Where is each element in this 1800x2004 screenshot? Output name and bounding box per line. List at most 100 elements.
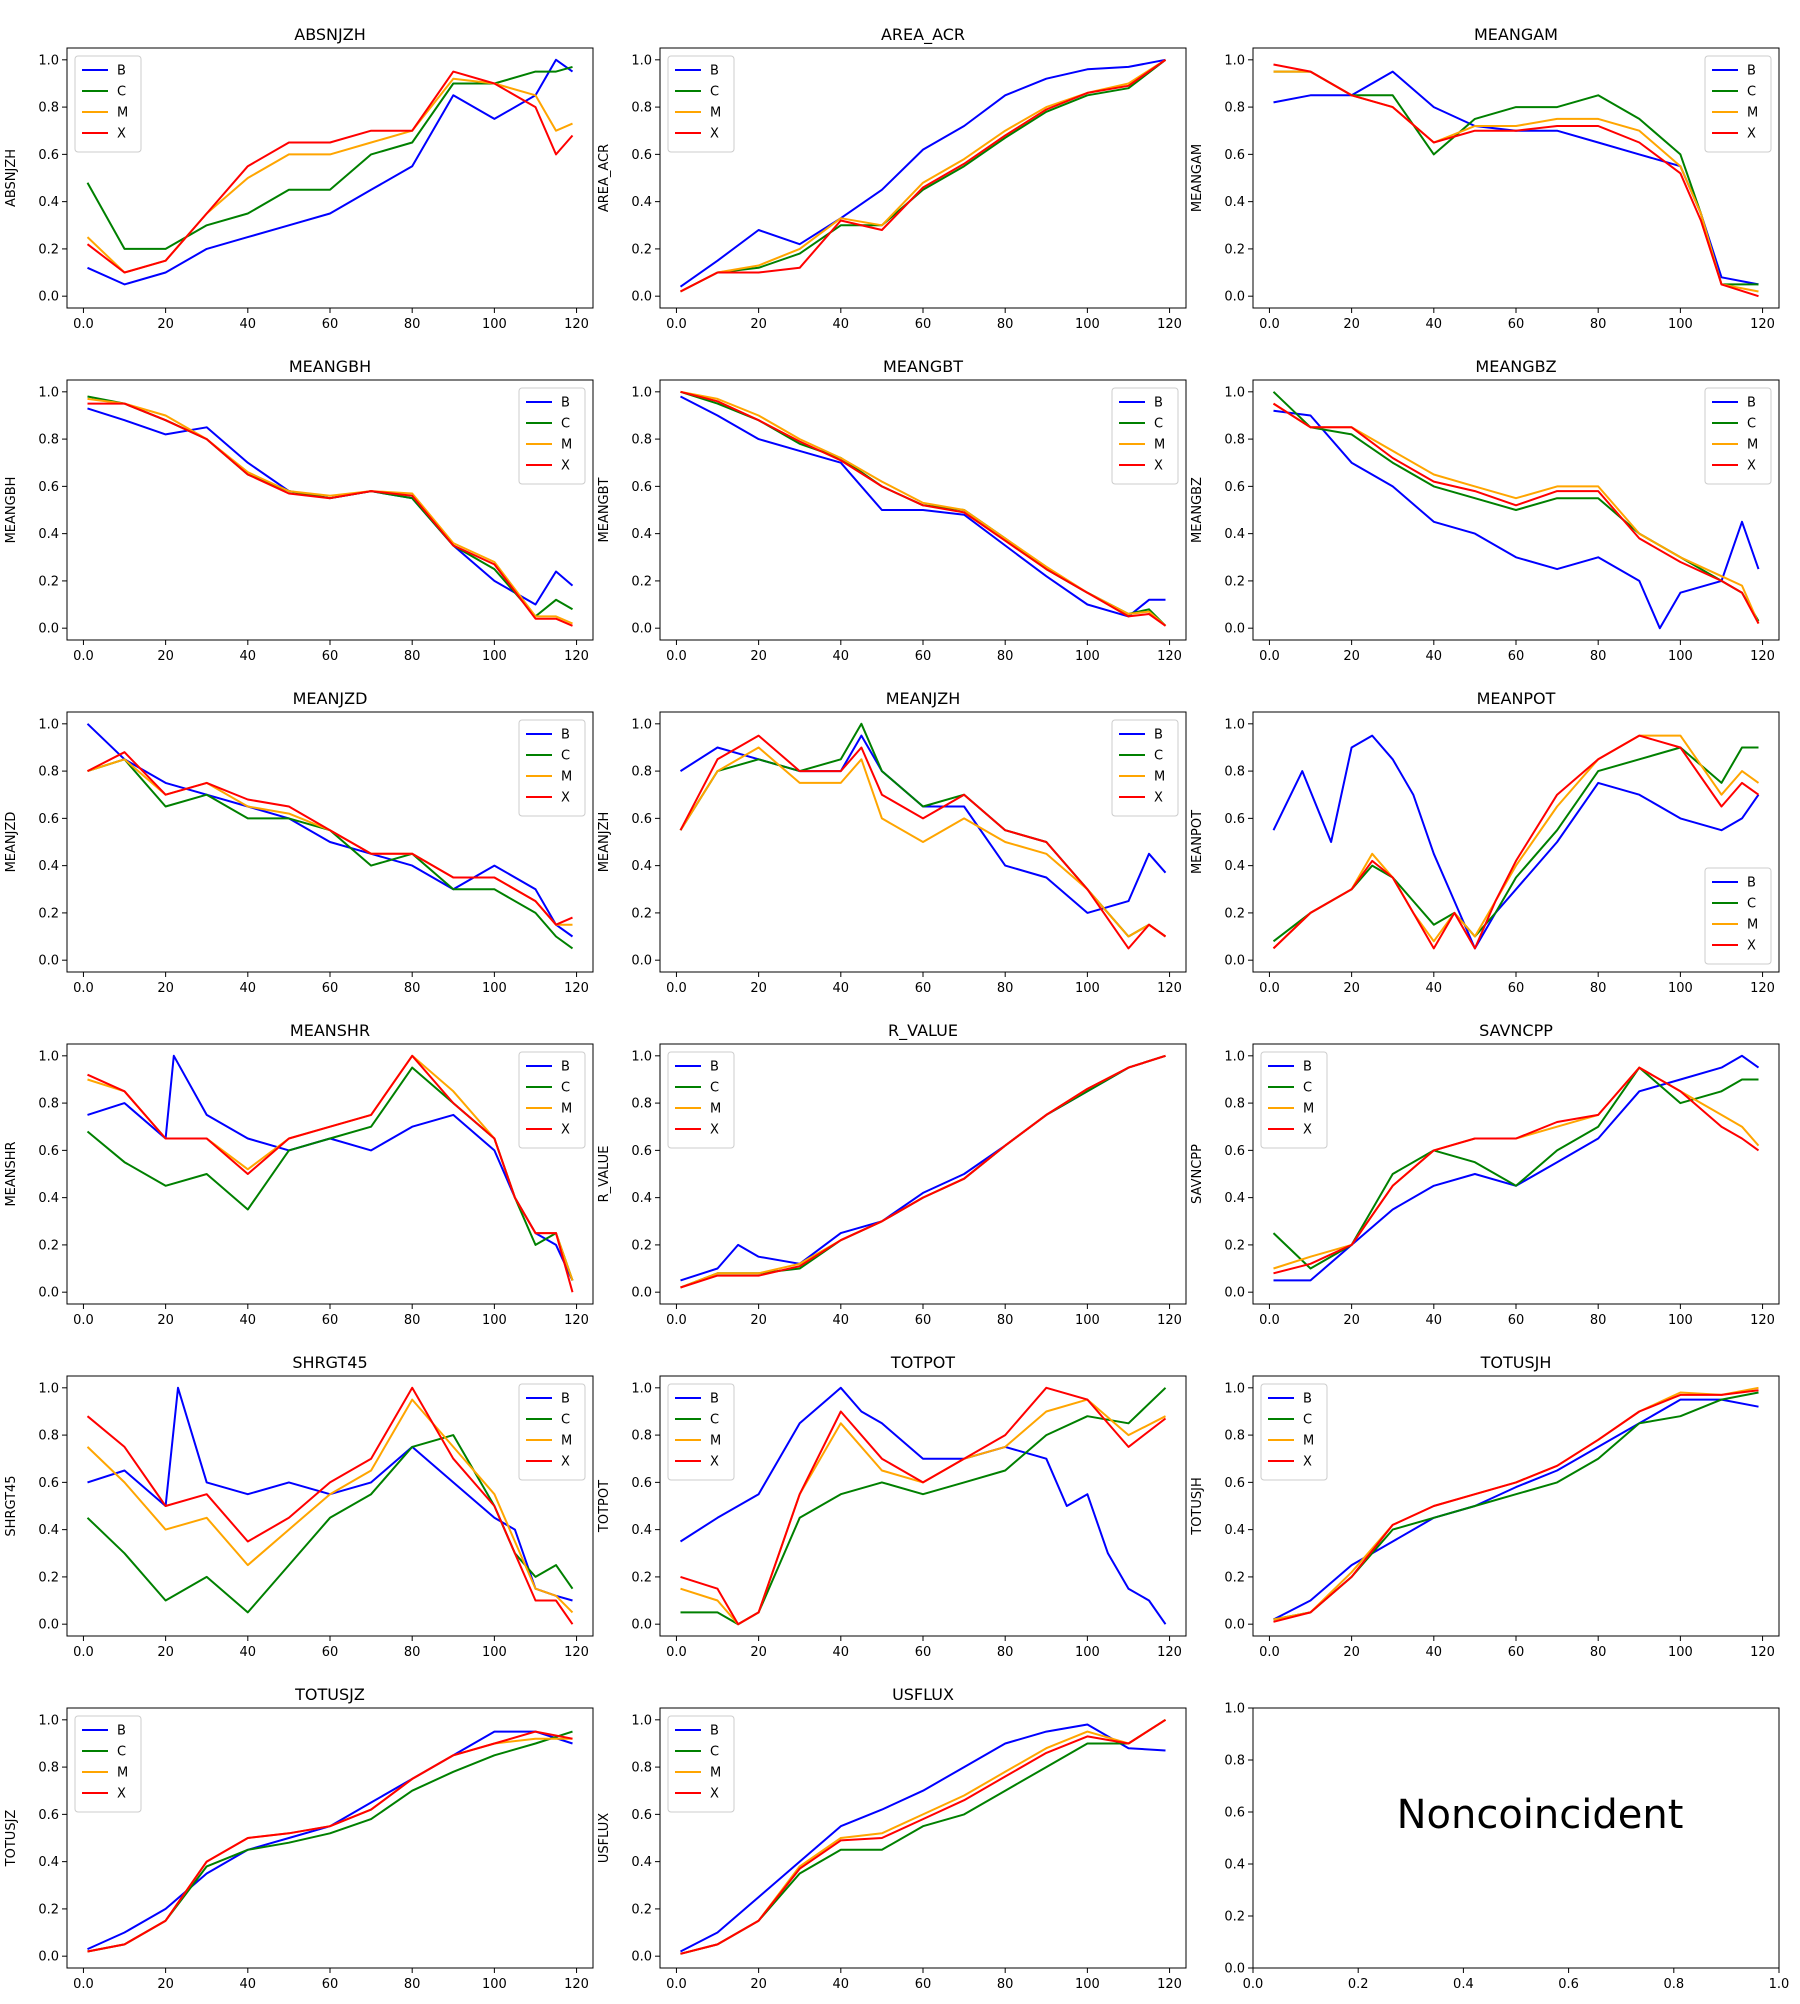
y-axis-label: SAVNCPP xyxy=(1190,1144,1205,1204)
subplot-title: MEANGBZ xyxy=(1475,357,1556,376)
y-tick-label: 1.0 xyxy=(38,53,59,68)
y-tick-label: 0.8 xyxy=(631,101,652,116)
legend-label-m: M xyxy=(710,1434,721,1449)
subplot-usflux: 0.0 20 40 60 80 100 120 0.0 0.2 0.4 0.6 0.8 1.0 USFLU… xyxy=(597,1685,1187,1992)
legend-label-m: M xyxy=(710,1766,721,1781)
series-line-b xyxy=(1272,734,1760,950)
axes-frame xyxy=(1252,1043,1780,1305)
series-group xyxy=(86,58,574,286)
x-tick-label: 120 xyxy=(564,981,589,996)
y-tick-label: 0.6 xyxy=(38,1144,59,1159)
x-tick-label: 40 xyxy=(240,317,257,332)
y-tick-label: 0.8 xyxy=(38,1097,59,1112)
series-line-b xyxy=(679,1386,1167,1625)
x-tick-label: 20 xyxy=(1343,649,1360,664)
x-tick-label: 80 xyxy=(997,1645,1014,1660)
x-tick-label: 100 xyxy=(1075,1313,1100,1328)
series-line-c xyxy=(86,65,573,250)
y-tick-label: 0.6 xyxy=(38,812,59,827)
legend-label-x: X xyxy=(1747,939,1756,954)
legend-label-m: M xyxy=(1154,770,1165,785)
x-tick-label: 60 xyxy=(1508,649,1525,664)
axes-frame xyxy=(66,379,594,641)
x-tick-label: 0.2 xyxy=(1348,1977,1369,1992)
x-tick-label: 80 xyxy=(1590,1645,1607,1660)
legend-label-x: X xyxy=(117,127,126,142)
x-tick-label: 0.6 xyxy=(1558,1977,1579,1992)
axes-frame xyxy=(659,711,1187,973)
subplot-title: TOTUSJH xyxy=(1480,1353,1552,1372)
x-tick-label: 20 xyxy=(750,649,767,664)
y-tick-label: 0.8 xyxy=(1224,1429,1245,1444)
legend-label-b: B xyxy=(1154,728,1163,743)
y-tick-label: 0.8 xyxy=(1224,1097,1245,1112)
y-axis-label: MEANGBZ xyxy=(1190,477,1205,543)
subplot-title: MEANGBT xyxy=(883,357,963,376)
series-line-x xyxy=(679,734,1167,950)
x-tick-label: 80 xyxy=(404,317,421,332)
legend-label-x: X xyxy=(710,1787,719,1802)
subplot-title: MEANSHR xyxy=(290,1021,370,1040)
y-tick-label: 0.6 xyxy=(1224,1806,1245,1821)
subplot-title: SHRGT45 xyxy=(292,1353,367,1372)
y-tick-label: 0.0 xyxy=(1224,1618,1245,1633)
x-tick-label: 120 xyxy=(1157,1645,1182,1660)
subplot-meanjzh: 0.0 20 40 60 80 100 120 0.0 0.2 0.4 0.6 0.8 1.0 MEANJ… xyxy=(597,689,1187,996)
y-tick-label: 0.0 xyxy=(1224,1962,1245,1977)
y-tick-label: 0.6 xyxy=(1224,148,1245,163)
y-tick-label: 0.2 xyxy=(1224,906,1245,921)
subplot-title: MEANGAM xyxy=(1474,25,1558,44)
axes-frame xyxy=(66,1043,594,1305)
x-tick-label: 20 xyxy=(750,317,767,332)
y-tick-label: 0.6 xyxy=(38,1476,59,1491)
legend-box xyxy=(74,1715,142,1813)
y-tick-label: 0.4 xyxy=(38,1523,59,1538)
x-tick-label: 60 xyxy=(1508,981,1525,996)
y-axis-label: SHRGT45 xyxy=(4,1475,19,1536)
y-tick-label: 0.8 xyxy=(631,765,652,780)
series-line-c xyxy=(86,1066,574,1281)
subplot-title: R_VALUE xyxy=(888,1021,958,1041)
subplot-meanjzd: 0.0 20 40 60 80 100 120 0.0 0.2 0.4 0.6 0.8 1.0 MEANJ… xyxy=(4,689,594,996)
x-tick-label: 120 xyxy=(564,1645,589,1660)
legend-box xyxy=(667,1051,735,1149)
legend-label-x: X xyxy=(1303,1455,1312,1470)
x-tick-label: 60 xyxy=(1508,1313,1525,1328)
legend-box xyxy=(518,387,586,485)
y-tick-label: 0.8 xyxy=(631,1761,652,1776)
x-tick-label: 100 xyxy=(1075,317,1100,332)
y-tick-label: 0.6 xyxy=(1224,1144,1245,1159)
series-line-c xyxy=(680,1718,1167,1955)
series-line-x xyxy=(87,1054,574,1293)
series-line-x xyxy=(87,751,573,926)
x-tick-label: 0.0 xyxy=(666,1977,687,1992)
series-line-x xyxy=(1273,1066,1760,1275)
series-group xyxy=(86,1386,574,1625)
series-line-c xyxy=(680,1387,1167,1626)
y-tick-label: 0.0 xyxy=(38,1618,59,1633)
y-tick-label: 0.8 xyxy=(1224,101,1245,116)
y-tick-label: 1.0 xyxy=(38,385,59,400)
y-tick-label: 0.0 xyxy=(1224,954,1245,969)
y-tick-label: 0.2 xyxy=(1224,1570,1245,1585)
series-line-m xyxy=(87,1737,573,1953)
x-tick-label: 120 xyxy=(564,1977,589,1992)
legend-label-x: X xyxy=(561,1455,570,1470)
y-tick-label: 0.2 xyxy=(631,1570,652,1585)
y-tick-label: 1.0 xyxy=(631,53,652,68)
y-tick-label: 0.8 xyxy=(38,1429,59,1444)
x-tick-label: 80 xyxy=(997,649,1014,664)
subplot-totusjh: 0.0 20 40 60 80 100 120 0.0 0.2 0.4 0.6 0.8 1.0 TOTUS… xyxy=(1190,1353,1780,1660)
x-tick-label: 100 xyxy=(482,317,507,332)
series-line-c xyxy=(1272,1066,1759,1270)
x-tick-label: 40 xyxy=(240,1645,257,1660)
x-tick-label: 0.0 xyxy=(1259,1313,1280,1328)
x-tick-label: 0.0 xyxy=(73,317,94,332)
legend-box xyxy=(518,719,586,817)
series-line-b xyxy=(680,1723,1166,1953)
